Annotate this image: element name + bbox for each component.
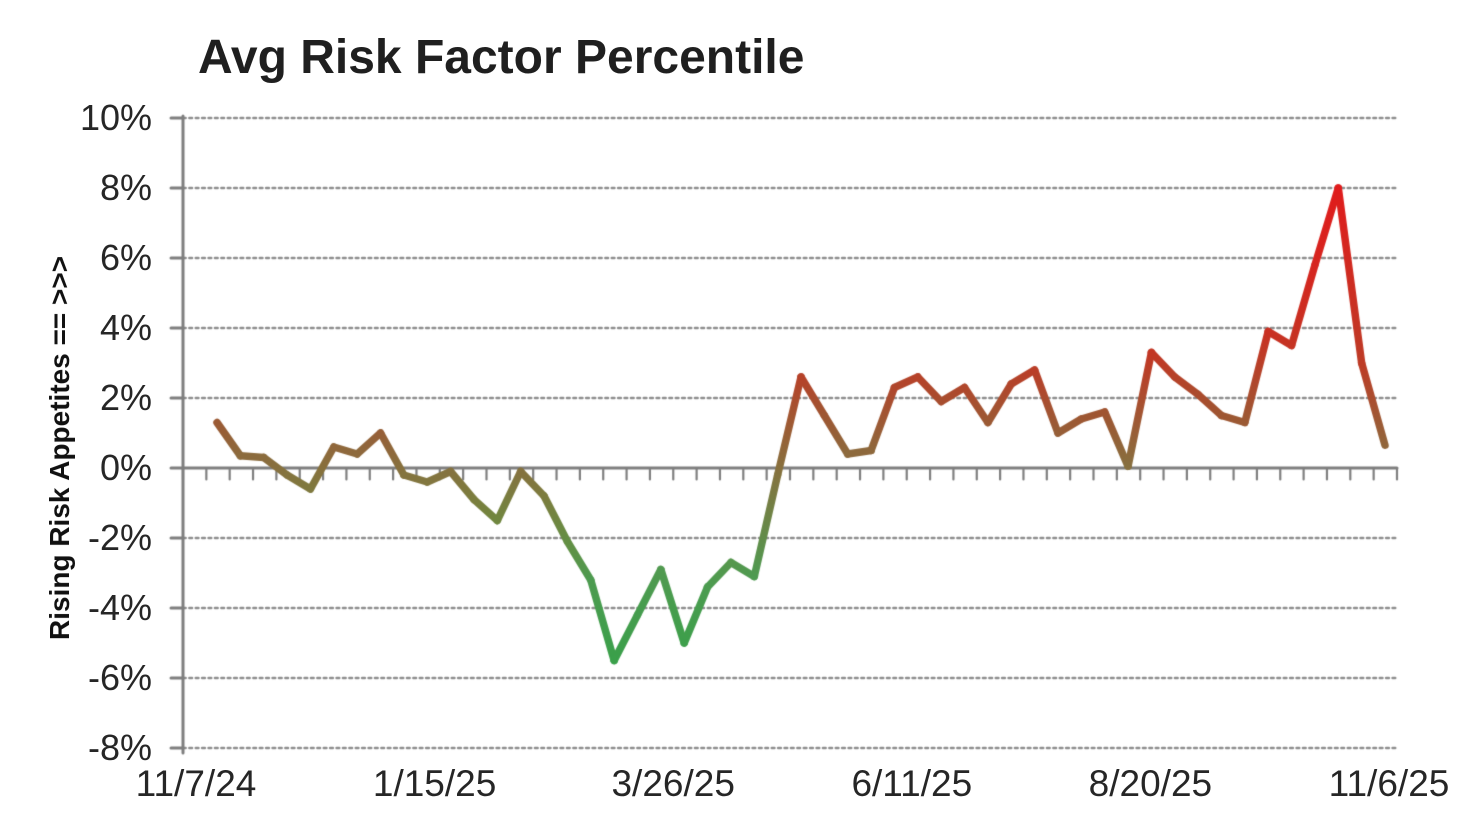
y-tick-label: 4% (99, 307, 152, 348)
y-tick-label: -6% (87, 657, 152, 698)
y-tick-label: -2% (87, 517, 152, 558)
y-tick-label: 2% (99, 377, 152, 418)
x-tick-label: 3/26/25 (611, 763, 735, 804)
x-tick-label: 6/11/25 (851, 763, 973, 804)
x-tick-label: 8/20/25 (1088, 763, 1213, 804)
y-tick-label: 0% (99, 447, 152, 488)
chart-title: Avg Risk Factor Percentile (198, 31, 805, 84)
y-tick-label: 6% (99, 237, 152, 278)
y-tick-label: 8% (99, 167, 152, 208)
x-tick-label: 11/6/25 (1328, 763, 1450, 804)
y-tick-label: 10% (79, 97, 152, 138)
x-tick-label: 11/7/24 (135, 763, 257, 804)
y-tick-label: -4% (87, 587, 152, 628)
y-tick-label: -8% (87, 727, 152, 768)
x-tick-label: 1/15/25 (372, 763, 497, 804)
